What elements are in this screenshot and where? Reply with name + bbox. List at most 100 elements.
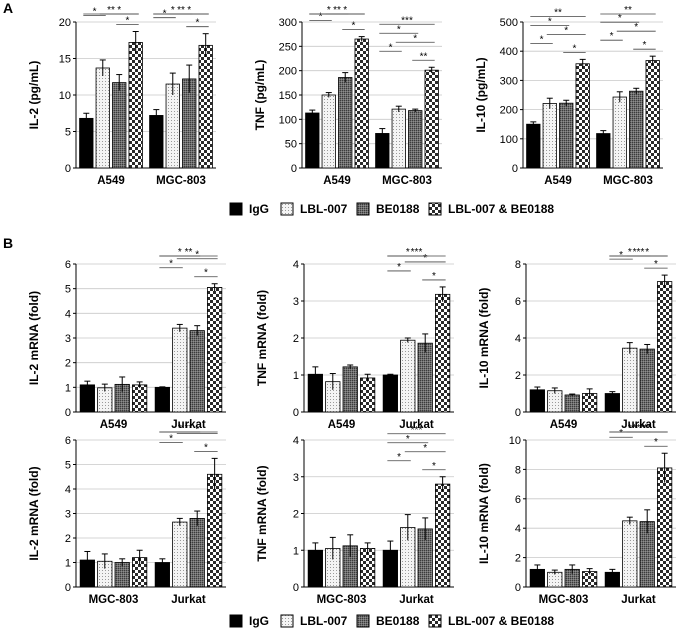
bar-be0188 [342,366,358,413]
x-category-label: A549 [328,419,356,431]
bar-be0188 [189,330,205,413]
y-tick-label: 1 [293,545,299,557]
x-category-label: MGC-803 [539,594,589,606]
significance-label: *** [633,423,645,434]
bar-lbl007 [542,103,557,169]
x-category-label: Jurkat [171,419,206,431]
y-tick-label: 0 [515,582,521,594]
y-axis-label: TNF mRNA (fold) [255,465,269,561]
x-category-label: Jurkat [171,594,206,606]
significance-label: * [573,43,577,54]
y-tick-label: 0 [65,582,71,594]
y-tick-label: 1 [65,558,71,570]
legend-swatch-be0188 [356,202,370,216]
y-tick-label: 4 [515,523,521,535]
significance-label: * [548,16,552,27]
significance-label: * [432,271,436,282]
significance-label: * [413,33,417,44]
bar-be0188 [564,394,580,413]
y-tick-label: 150 [279,90,297,102]
y-axis-label: TNF mRNA (fold) [255,290,269,386]
significance-label: * [397,262,401,273]
bar-lbl007 [547,390,563,413]
bar-igg [149,115,164,169]
y-tick-label: 10 [59,90,71,102]
significance-label: * [423,443,427,454]
y-tick-label: 300 [500,75,518,87]
y-tick-label: 6 [65,259,71,271]
y-tick-label: 500 [500,17,518,29]
significance-label: * [93,6,97,17]
x-category-label: Jurkat [399,419,434,431]
significance-label: * [195,424,199,435]
y-tick-label: 0 [65,163,71,175]
bar-lbl007 [391,108,406,169]
x-category-label: A549 [323,175,351,187]
legend-label-igg: IgG [249,202,269,216]
y-tick-label: 2 [293,333,299,345]
panel-a-label: A [3,0,13,16]
y-tick-label: 1 [293,370,299,382]
significance-label: ** [333,5,341,16]
x-category-label: MGC-803 [89,594,139,606]
legend-swatch-lbl007-b [280,614,294,628]
significance-label: * [169,433,173,444]
y-tick-label: 3 [65,333,71,345]
significance-label: *** [411,247,423,258]
significance-label: *** [633,247,645,258]
bar-combo [657,281,673,413]
bar-be0188 [639,348,655,413]
x-category-label: MGC-803 [317,594,367,606]
y-tick-label: 0 [293,407,299,419]
bar-lbl007 [321,94,336,169]
y-tick-label: 5 [65,284,71,296]
y-tick-label: 2 [515,370,521,382]
bar-combo [424,69,439,169]
significance-label: * [406,247,410,258]
y-tick-label: 100 [500,134,518,146]
y-tick-label: 3 [293,472,299,484]
bar-igg [79,384,95,413]
y-tick-label: 2 [65,358,71,370]
x-category-label: MGC-803 [156,175,206,187]
chart-a-tnf: 0 50 100 150 200 250 300 TNF (pg/mL) A549 MGC-803… [253,5,442,187]
y-tick-label: 2 [293,509,299,521]
bar-lbl007 [612,96,627,169]
bar-lbl007 [165,83,180,169]
bar-igg [154,386,170,413]
bar-combo [207,473,223,588]
legend-swatch-igg-b [229,614,243,628]
significance-label: ** [420,51,428,62]
x-category-label: MGC-803 [603,175,653,187]
bar-be0188 [629,90,644,169]
significance-label: * [327,5,331,16]
significance-label: * [540,34,544,45]
significance-label: ** [185,423,193,434]
significance-label: * [643,40,647,51]
bar-be0188 [338,77,353,169]
bar-combo [207,287,223,413]
significance-label: * [628,247,632,258]
significance-label: * [171,5,175,16]
significance-label: * [319,12,323,23]
y-tick-label: 0 [291,163,297,175]
y-tick-label: 2 [65,533,71,545]
bar-lbl007 [622,347,638,413]
significance-label: * [126,15,130,26]
significance-label: * [195,250,199,261]
bar-combo [360,548,376,588]
legend-swatch-combo-b [428,614,442,628]
significance-label: * [397,452,401,463]
x-category-label: Jurkat [621,594,656,606]
y-tick-label: 6 [515,296,521,308]
bar-igg [79,117,94,169]
x-category-label: A549 [100,419,128,431]
significance-label: * [389,42,393,53]
legend-swatch-igg [229,202,243,216]
y-axis-label: IL-2 mRNA (fold) [27,291,41,385]
